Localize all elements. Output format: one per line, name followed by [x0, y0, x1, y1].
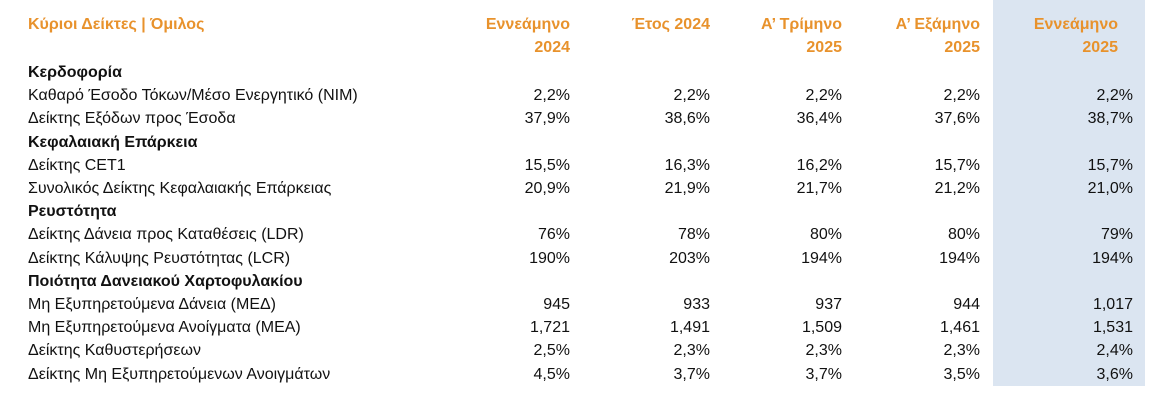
- column-header: Α’ Εξάμηνο: [895, 16, 980, 33]
- cell-value: 1,491: [669, 319, 710, 337]
- cell-value: 2,3%: [805, 342, 842, 360]
- cell-value: 1,531: [1092, 319, 1133, 337]
- section-title: Κεφαλαιακή Επάρκεια: [28, 133, 198, 151]
- column-header: 2025: [944, 39, 980, 56]
- column-header: 2025: [1082, 39, 1118, 56]
- row-label: Συνολικός Δείκτης Κεφαλαιακής Επάρκειας: [28, 180, 332, 197]
- cell-value: 194%: [1092, 249, 1133, 267]
- row-label: Δείκτης Εξόδων προς Έσοδα: [28, 110, 236, 128]
- cell-value: 2,2%: [805, 87, 842, 105]
- section-title: Ρευστότητα: [28, 203, 117, 221]
- column-header: 2025: [806, 39, 842, 56]
- cell-value: 21,9%: [664, 180, 710, 197]
- cell-value: 3,6%: [1096, 365, 1133, 383]
- cell-value: 2,3%: [943, 342, 980, 360]
- column-header: Έτος 2024: [631, 16, 710, 33]
- cell-value: 190%: [529, 249, 570, 267]
- row-label: Δείκτης Μη Εξυπηρετούμενων Ανοιγμάτων: [28, 365, 331, 383]
- cell-value: 76%: [537, 226, 570, 244]
- column-header: 2024: [534, 39, 570, 56]
- cell-value: 2,3%: [673, 342, 710, 360]
- cell-value: 203%: [669, 249, 710, 267]
- cell-value: 194%: [801, 249, 842, 267]
- cell-value: 79%: [1100, 226, 1133, 244]
- row-label: Δείκτης Καθυστερήσεων: [28, 342, 201, 360]
- cell-value: 21,2%: [934, 180, 980, 197]
- section-title: Κερδοφορία: [28, 64, 122, 81]
- cell-value: 3,7%: [805, 365, 842, 383]
- cell-value: 38,7%: [1087, 110, 1133, 128]
- cell-value: 15,5%: [524, 156, 570, 174]
- column-header: Εννεάμηνο: [1033, 16, 1118, 33]
- row-label: Μη Εξυπηρετούμενα Δάνεια (ΜΕΔ): [28, 296, 276, 313]
- cell-value: 16,2%: [796, 156, 842, 174]
- cell-value: 3,5%: [943, 365, 980, 383]
- cell-value: 2,5%: [533, 342, 570, 360]
- cell-value: 37,9%: [524, 110, 570, 128]
- cell-value: 21,0%: [1087, 180, 1133, 197]
- cell-value: 2,2%: [533, 87, 570, 105]
- cell-value: 933: [683, 296, 710, 313]
- cell-value: 3,7%: [673, 365, 710, 383]
- highlight-column: [993, 0, 1145, 386]
- cell-value: 194%: [939, 249, 980, 267]
- cell-value: 937: [815, 296, 842, 313]
- cell-value: 1,509: [801, 319, 842, 337]
- row-label: Δείκτης Δάνεια προς Καταθέσεις (LDR): [28, 226, 304, 244]
- cell-value: 1,017: [1092, 296, 1133, 313]
- cell-value: 2,2%: [673, 87, 710, 105]
- cell-value: 2,2%: [1096, 87, 1133, 105]
- section-title: Ποιότητα Δανειακού Χαρτοφυλακίου: [28, 272, 303, 290]
- row-label: Μη Εξυπηρετούμενα Ανοίγματα (ΜΕΑ): [28, 319, 301, 337]
- cell-value: 1,721: [529, 319, 570, 337]
- cell-value: 4,5%: [533, 365, 570, 383]
- cell-value: 16,3%: [664, 156, 710, 174]
- cell-value: 945: [543, 296, 570, 313]
- cell-value: 20,9%: [524, 180, 570, 197]
- row-label: Δείκτης Κάλυψης Ρευστότητας (LCR): [28, 249, 291, 267]
- cell-value: 2,4%: [1096, 342, 1133, 360]
- cell-value: 80%: [809, 226, 842, 244]
- column-header: Α’ Τρίμηνο: [760, 16, 842, 33]
- cell-value: 15,7%: [934, 156, 980, 174]
- cell-value: 36,4%: [796, 110, 842, 128]
- cell-value: 80%: [947, 226, 980, 244]
- cell-value: 21,7%: [796, 180, 842, 197]
- cell-value: 1,461: [939, 319, 980, 337]
- cell-value: 37,6%: [934, 110, 980, 128]
- table-title: Κύριοι Δείκτες | Όμιλος: [28, 16, 205, 33]
- cell-value: 944: [953, 296, 980, 313]
- column-header: Εννεάμηνο: [485, 16, 570, 33]
- row-label: Καθαρό Έσοδο Τόκων/Μέσο Ενεργητικό (NIM): [28, 87, 358, 105]
- cell-value: 38,6%: [664, 110, 710, 128]
- row-label: Δείκτης CET1: [28, 156, 126, 174]
- cell-value: 15,7%: [1087, 156, 1133, 174]
- cell-value: 78%: [677, 226, 710, 244]
- cell-value: 2,2%: [943, 87, 980, 105]
